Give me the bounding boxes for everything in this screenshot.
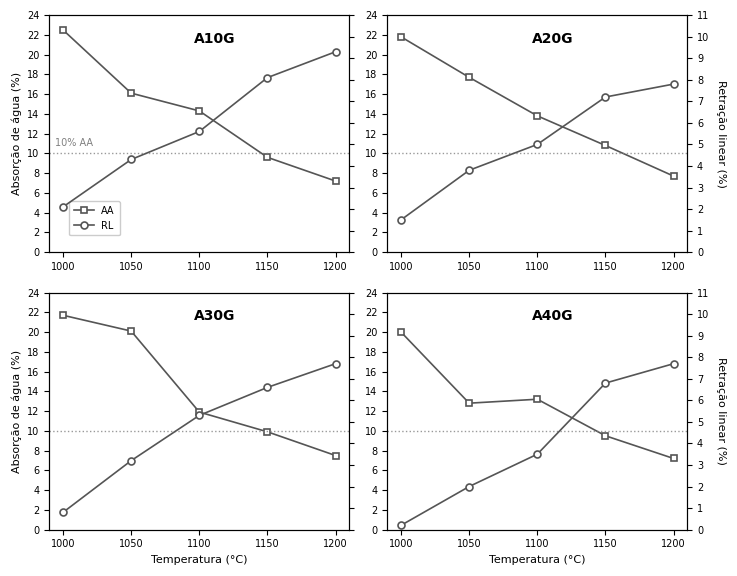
Y-axis label: Retração linear (%): Retração linear (%) bbox=[716, 357, 726, 465]
X-axis label: Temperatura (°C): Temperatura (°C) bbox=[151, 555, 248, 565]
Text: A30G: A30G bbox=[194, 309, 235, 323]
Text: A10G: A10G bbox=[194, 32, 235, 46]
Y-axis label: Absorção de água (%): Absorção de água (%) bbox=[11, 72, 21, 195]
Text: 10% AA: 10% AA bbox=[55, 138, 94, 149]
Y-axis label: Retração linear (%): Retração linear (%) bbox=[716, 79, 726, 188]
Text: A40G: A40G bbox=[531, 309, 573, 323]
X-axis label: Temperatura (°C): Temperatura (°C) bbox=[489, 555, 586, 565]
Y-axis label: Absorção de água (%): Absorção de água (%) bbox=[11, 350, 21, 473]
Legend: AA, RL: AA, RL bbox=[69, 201, 119, 236]
Text: A20G: A20G bbox=[531, 32, 573, 46]
